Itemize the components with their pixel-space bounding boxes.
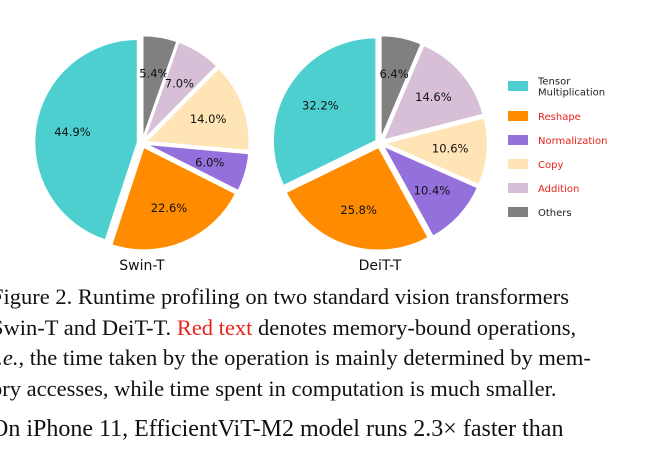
pie-slice-addition — [382, 44, 485, 142]
runtime-pie-figure: 5.4%7.0% 14.0% 6.0% 22.6% 44.9% Swin-T 6.4% 14… — [33, 34, 608, 274]
pie-slice-normalization — [145, 143, 250, 192]
pie-value-label-others: 5.4% — [139, 67, 168, 81]
caption-line-2: Swin-T and DeiT-T. Red text denotes memo… — [0, 313, 646, 344]
legend-label: Normalization — [538, 136, 608, 147]
pie-value-label-addition: 14.6% — [415, 90, 452, 104]
legend-label: Copy — [538, 160, 563, 171]
caption-line-2-start: Swin-T and DeiT-T. — [0, 314, 177, 340]
legend-item-normalization: Normalization — [508, 135, 608, 147]
legend-item-addition: Addition — [508, 183, 579, 195]
pie-slice-addition — [143, 41, 218, 140]
caption-line-4: ory accesses, while time spent in comput… — [0, 375, 557, 401]
pie-slice-reshape — [110, 146, 237, 251]
pie-slice-others — [142, 34, 179, 139]
pie-value-label-reshape: 22.6% — [151, 201, 188, 215]
caption-line-3-rest: , the time taken by the operation is mai… — [18, 345, 591, 370]
caption-line-3: i.e., the time taken by the operation is… — [0, 343, 646, 374]
caption-ie: i.e. — [0, 345, 19, 370]
caption-line-2-end: denotes memory-bound operations, — [252, 314, 577, 340]
pie-slice-normalization — [381, 144, 479, 238]
pie-chart-swin-t: 5.4%7.0% 14.0% 6.0% 22.6% 44.9% Swin-T — [33, 34, 250, 274]
legend-label: Reshape — [538, 112, 581, 123]
pie-chart-deit-t: 6.4% 14.6% 10.6% 10.4% 25.8% 32.2% DeiT-T — [272, 34, 489, 274]
pie-value-label-tensor-multiplication: 44.9% — [54, 125, 91, 139]
pie-value-label-copy: 14.0% — [190, 112, 227, 126]
pie-slice-copy — [144, 67, 250, 152]
pie-slice-tensor-multiplication — [272, 36, 377, 187]
legend-swatch — [508, 159, 528, 169]
pie-value-label-addition: 7.0% — [165, 76, 194, 90]
figure-caption: Figure 2. Runtime profiling on two stand… — [0, 282, 646, 404]
pie-value-label-reshape: 25.8% — [340, 203, 377, 217]
body-paragraph: On iPhone 11, EfficientViT-M2 model runs… — [0, 416, 564, 442]
pie-title: DeiT-T — [359, 258, 402, 274]
pie-slice-tensor-multiplication — [33, 38, 139, 242]
pie-value-label-others: 6.4% — [379, 67, 408, 81]
legend-swatch — [508, 111, 528, 121]
legend-label: Tensor — [537, 77, 571, 88]
legend-swatch — [508, 135, 528, 145]
pie-value-label-normalization: 6.0% — [195, 155, 224, 169]
pie-slice-copy — [382, 116, 489, 186]
pie-value-label-copy: 10.6% — [432, 142, 469, 156]
legend-label: Addition — [538, 184, 579, 195]
pie-slice-reshape — [284, 146, 430, 252]
pie-value-label-normalization: 10.4% — [414, 184, 451, 198]
legend-swatch — [508, 207, 528, 217]
caption-red-text: Red text — [176, 314, 253, 340]
legend-label: Others — [538, 208, 572, 219]
legend-label: Multiplication — [538, 88, 605, 99]
caption-line-1: Figure 2. Runtime profiling on two stand… — [0, 284, 570, 309]
legend-swatch — [508, 81, 528, 91]
legend-item-reshape: Reshape — [508, 111, 581, 123]
pie-title: Swin-T — [119, 258, 165, 274]
pie-value-label-tensor-multiplication: 32.2% — [302, 99, 339, 113]
legend-item-others: Others — [508, 207, 572, 219]
legend-swatch — [508, 183, 528, 193]
pie-slice-others — [380, 34, 423, 139]
legend-item-copy: Copy — [508, 159, 563, 171]
